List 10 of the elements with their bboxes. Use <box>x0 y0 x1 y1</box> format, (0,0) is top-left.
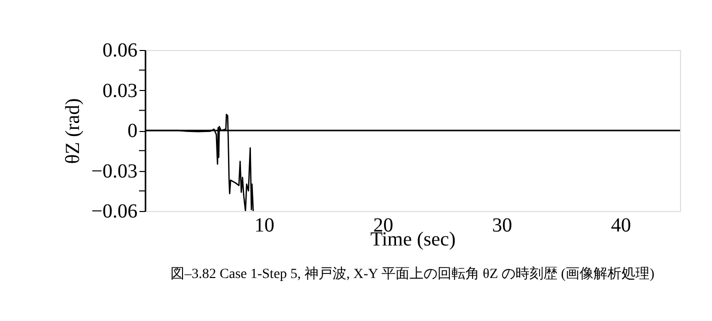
x-tick-label: 10 <box>254 214 274 236</box>
y-axis-title: θZ (rad) <box>62 98 84 164</box>
y-tick-label: −0.03 <box>91 160 138 182</box>
y-tick-label: 0.03 <box>102 80 138 102</box>
y-tick-label: 0 <box>128 120 138 142</box>
y-tick-label: −0.06 <box>91 200 138 222</box>
y-tick-label: 0.06 <box>102 40 138 62</box>
x-tick-label: 30 <box>492 214 512 236</box>
text: 図–3.82 Case 1-Step 5, 神戸波, X-Y 平面上の回転角 θZ の時刻歴 (画像解析処理) <box>170 266 655 282</box>
x-tick-label: 40 <box>611 214 632 236</box>
